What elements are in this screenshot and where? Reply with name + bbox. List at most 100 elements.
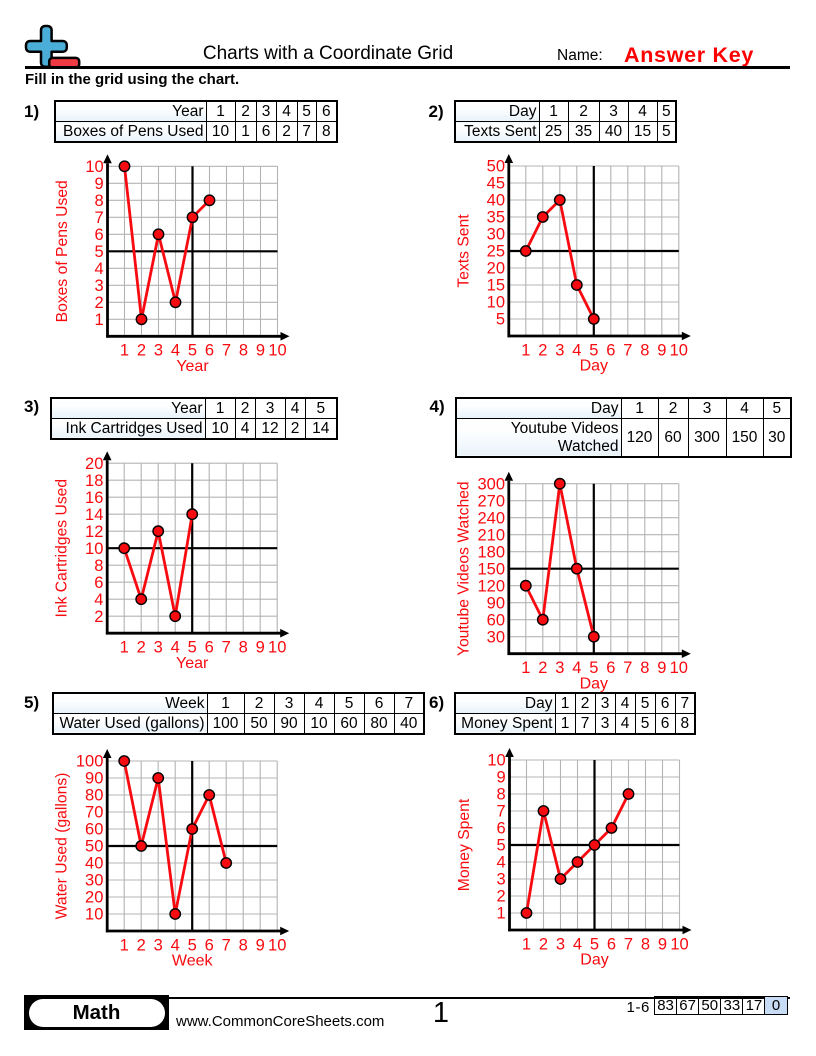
svg-text:7: 7 — [624, 935, 633, 953]
svg-text:2: 2 — [137, 936, 146, 954]
svg-text:Year: Year — [176, 655, 209, 672]
svg-text:10: 10 — [670, 935, 688, 953]
svg-text:40: 40 — [85, 855, 103, 873]
svg-text:3: 3 — [154, 342, 163, 360]
svg-text:5: 5 — [95, 243, 104, 261]
svg-text:1: 1 — [120, 936, 129, 954]
svg-text:4: 4 — [572, 341, 581, 359]
svg-text:90: 90 — [85, 770, 103, 788]
svg-text:25: 25 — [487, 243, 505, 261]
svg-text:100: 100 — [76, 753, 104, 771]
svg-text:6: 6 — [205, 936, 214, 954]
svg-text:30: 30 — [487, 628, 505, 646]
svg-text:8: 8 — [95, 192, 104, 210]
svg-text:7: 7 — [222, 936, 231, 954]
svg-text:2: 2 — [95, 294, 104, 312]
svg-text:6: 6 — [205, 639, 214, 657]
svg-text:1: 1 — [95, 311, 104, 329]
svg-text:30: 30 — [487, 226, 505, 244]
svg-text:4: 4 — [171, 639, 180, 657]
svg-text:9: 9 — [497, 769, 506, 787]
svg-text:5: 5 — [590, 935, 599, 953]
svg-text:10: 10 — [85, 906, 103, 924]
svg-text:5: 5 — [188, 342, 197, 360]
svg-text:80: 80 — [85, 787, 103, 805]
svg-text:90: 90 — [487, 594, 505, 612]
svg-text:2: 2 — [538, 341, 547, 359]
svg-text:10: 10 — [85, 158, 103, 176]
svg-text:9: 9 — [256, 342, 265, 360]
svg-text:12: 12 — [85, 523, 103, 541]
svg-text:8: 8 — [497, 786, 506, 804]
svg-text:2: 2 — [539, 935, 548, 953]
svg-text:Day: Day — [580, 952, 608, 969]
svg-text:60: 60 — [487, 611, 505, 629]
svg-text:9: 9 — [657, 659, 666, 677]
svg-text:15: 15 — [487, 277, 505, 295]
svg-text:16: 16 — [85, 489, 103, 507]
svg-text:9: 9 — [256, 936, 265, 954]
svg-text:8: 8 — [641, 935, 650, 953]
svg-text:Ink Cartridges Used: Ink Cartridges Used — [54, 479, 71, 618]
svg-text:2: 2 — [497, 888, 506, 906]
svg-text:300: 300 — [477, 475, 505, 493]
svg-text:4: 4 — [95, 260, 104, 278]
svg-text:Day: Day — [580, 675, 608, 692]
svg-text:8: 8 — [640, 659, 649, 677]
svg-text:7: 7 — [95, 209, 104, 227]
svg-text:50: 50 — [487, 158, 505, 176]
svg-text:7: 7 — [623, 341, 632, 359]
svg-text:5: 5 — [496, 311, 505, 329]
svg-text:4: 4 — [94, 591, 103, 609]
svg-text:Week: Week — [172, 953, 214, 970]
svg-text:4: 4 — [573, 935, 582, 953]
svg-text:4: 4 — [497, 854, 506, 872]
svg-text:9: 9 — [256, 639, 265, 657]
svg-text:10: 10 — [670, 659, 688, 677]
svg-text:Youtube Videos Watched: Youtube Videos Watched — [455, 481, 472, 656]
svg-text:70: 70 — [85, 804, 103, 822]
svg-text:3: 3 — [555, 659, 564, 677]
svg-text:1: 1 — [497, 905, 506, 923]
svg-text:10: 10 — [268, 936, 286, 954]
svg-text:6: 6 — [205, 342, 214, 360]
svg-text:9: 9 — [95, 175, 104, 193]
svg-text:3: 3 — [555, 341, 564, 359]
svg-text:8: 8 — [94, 557, 103, 575]
svg-text:3: 3 — [497, 871, 506, 889]
svg-text:210: 210 — [477, 526, 505, 544]
svg-text:35: 35 — [487, 209, 505, 227]
svg-text:6: 6 — [607, 935, 616, 953]
svg-text:Money Spent: Money Spent — [456, 798, 473, 891]
svg-text:2: 2 — [137, 342, 146, 360]
svg-text:5: 5 — [589, 659, 598, 677]
svg-text:1: 1 — [120, 342, 129, 360]
svg-text:4: 4 — [171, 342, 180, 360]
svg-text:Water Used (gallons): Water Used (gallons) — [54, 773, 71, 920]
svg-text:10: 10 — [487, 752, 505, 770]
svg-text:9: 9 — [658, 935, 667, 953]
svg-text:5: 5 — [188, 639, 197, 657]
svg-text:20: 20 — [85, 455, 103, 473]
svg-text:1: 1 — [521, 341, 530, 359]
svg-text:4: 4 — [171, 936, 180, 954]
svg-text:3: 3 — [556, 935, 565, 953]
svg-text:1: 1 — [120, 639, 129, 657]
svg-text:6: 6 — [606, 659, 615, 677]
svg-text:5: 5 — [188, 936, 197, 954]
svg-text:6: 6 — [95, 226, 104, 244]
svg-text:3: 3 — [154, 639, 163, 657]
svg-text:7: 7 — [222, 342, 231, 360]
svg-text:10: 10 — [268, 639, 286, 657]
svg-text:50: 50 — [85, 838, 103, 856]
svg-text:240: 240 — [477, 509, 505, 527]
svg-text:10: 10 — [268, 342, 286, 360]
svg-text:Day: Day — [580, 358, 608, 375]
svg-text:45: 45 — [487, 175, 505, 193]
svg-text:5: 5 — [589, 341, 598, 359]
svg-text:40: 40 — [487, 192, 505, 210]
svg-text:120: 120 — [477, 577, 505, 595]
svg-text:5: 5 — [497, 837, 506, 855]
svg-text:10: 10 — [670, 341, 688, 359]
svg-text:2: 2 — [538, 659, 547, 677]
